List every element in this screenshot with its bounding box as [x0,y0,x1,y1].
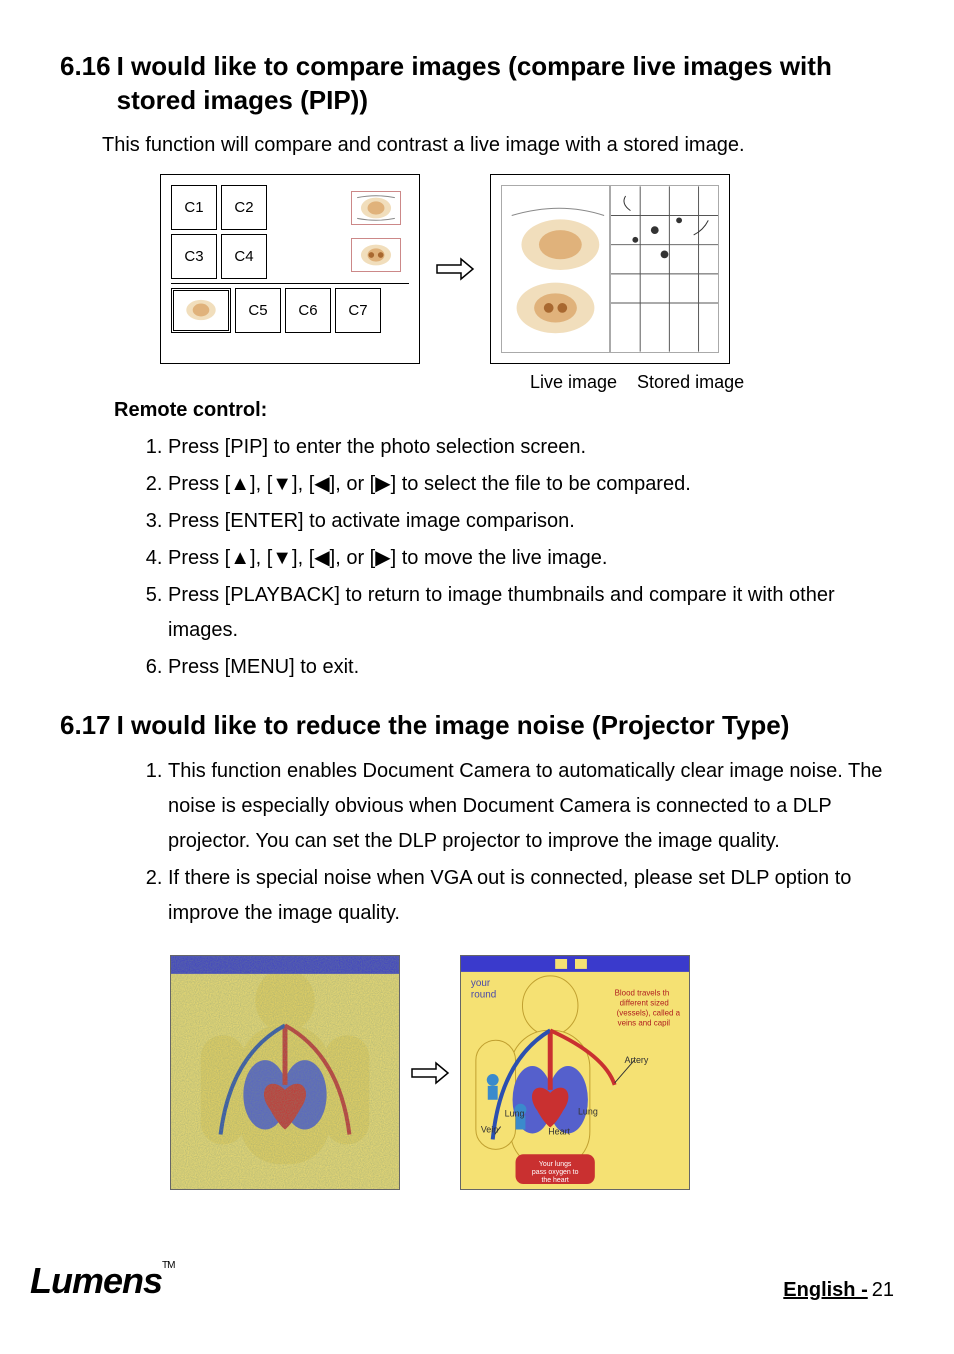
svg-text:Your lungs: Your lungs [539,1162,572,1169]
heading-number: 6.17 [60,709,111,743]
live-image-half [501,185,610,353]
step: Press [▲], [▼], [◀], or [▶] to select th… [168,467,894,502]
svg-text:pass oxygen to: pass oxygen to [532,1169,579,1176]
heading-number: 6.16 [60,50,111,118]
caption-live: Live image [530,372,617,393]
heading-6-17: 6.17 I would like to reduce the image no… [60,709,894,743]
clean-image: your round Blood travels th different si… [460,955,690,1190]
caption-row: Live image Stored image [530,372,894,393]
selected-thumb [171,288,231,333]
thumb-c2: C2 [221,185,267,230]
step: If there is special noise when VGA out i… [168,861,894,931]
svg-text:round: round [471,990,496,1001]
svg-text:(vessels), called a: (vessels), called a [617,1009,681,1018]
thumbnail-grid-box: C1 C2 [160,174,420,364]
steps-6-16: Press [PIP] to enter the photo selection… [142,430,894,685]
arrow-icon [420,174,490,364]
lumens-logo: LumensTM [30,1260,174,1302]
logo-text: Lumens [30,1260,162,1301]
svg-text:Heart: Heart [548,1127,570,1137]
thumb-c6: C6 [285,288,331,333]
heading-6-16: 6.16 I would like to compare images (com… [60,50,894,118]
tiny-organ-illus-3 [178,294,224,326]
intro-6-16: This function will compare and contrast … [102,130,894,160]
svg-text:veins and capil: veins and capil [618,1019,671,1028]
step: Press [MENU] to exit. [168,650,894,685]
step: Press [PLAYBACK] to return to image thum… [168,578,894,648]
caption-stored: Stored image [637,372,744,393]
compare-result-box [490,174,730,364]
page-number: English -21 [783,1279,894,1302]
step: This function enables Document Camera to… [168,754,894,859]
page-lang: English - [783,1279,867,1301]
step: Press [▲], [▼], [◀], or [▶] to move the … [168,541,894,576]
tiny-organ-illus-2 [351,238,401,272]
noise-compare-row: your round Blood travels th different si… [170,955,894,1190]
thumb-c4: C4 [221,234,267,279]
remote-control-heading: Remote control: [114,399,894,422]
step: Press [PIP] to enter the photo selection… [168,430,894,465]
svg-text:the heart: the heart [542,1177,569,1184]
steps-6-17: This function enables Document Camera to… [142,754,894,931]
step: Press [ENTER] to activate image comparis… [168,504,894,539]
heading-title: I would like to reduce the image noise (… [117,709,894,743]
svg-text:Lung: Lung [578,1107,598,1117]
stored-image-half [610,185,719,353]
svg-text:Lung: Lung [505,1109,525,1119]
thumb-c3: C3 [171,234,217,279]
noisy-image [170,955,400,1190]
thumb-c5: C5 [235,288,281,333]
svg-text:Artery: Artery [625,1055,649,1065]
logo-tm: TM [162,1260,174,1271]
thumb-c1: C1 [171,185,217,230]
label-text: your [471,978,491,989]
heading-title: I would like to compare images (compare … [117,50,894,118]
thumb-c7: C7 [335,288,381,333]
pip-diagram-row: C1 C2 [160,174,894,364]
page-no: 21 [868,1279,894,1302]
svg-text:Blood travels th: Blood travels th [615,989,670,998]
svg-text:different sized: different sized [620,999,669,1008]
tiny-organ-illus-1 [351,191,401,225]
preview-illustrations [271,185,409,279]
arrow-icon [400,1061,460,1085]
